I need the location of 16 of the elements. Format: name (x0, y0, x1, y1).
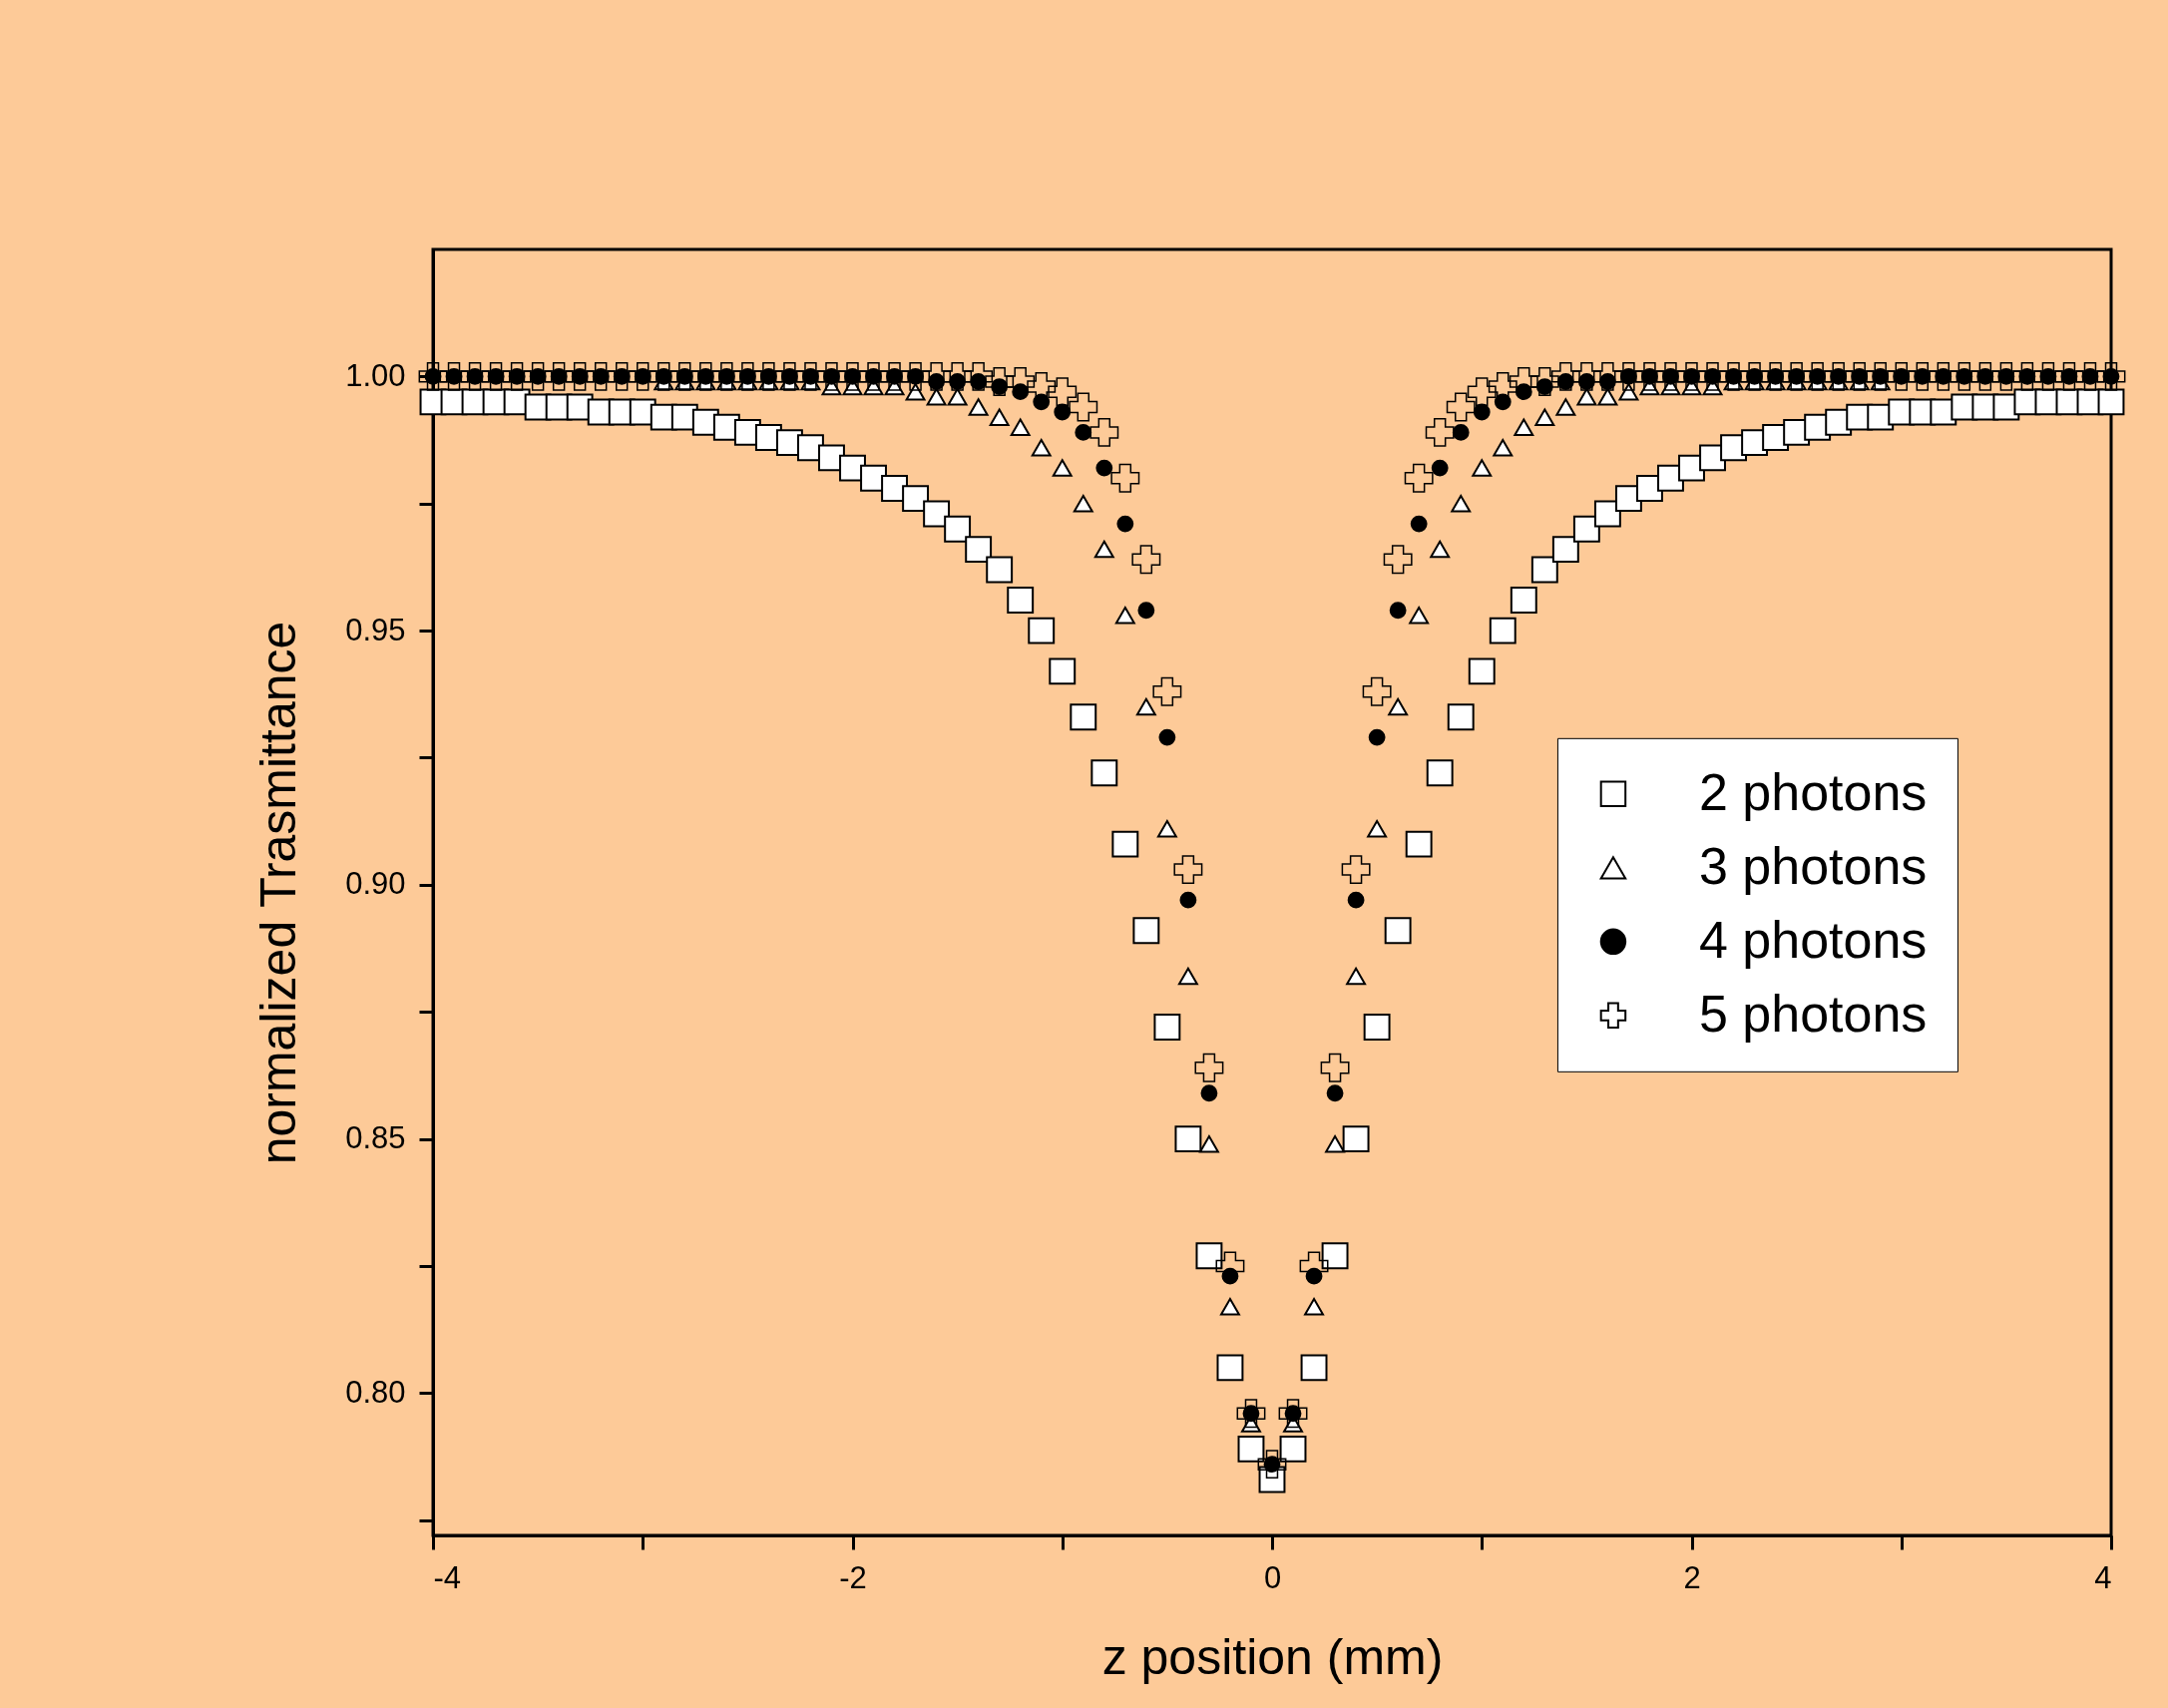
y-tick-label: 0.85 (345, 1120, 406, 1156)
x-tick-label: 2 (1683, 1559, 1701, 1595)
x-axis-title: z position (mm) (1101, 1628, 1444, 1685)
legend-label: 2 photons (1698, 762, 1928, 821)
y-tick-label: 0.80 (345, 1374, 406, 1410)
x-tick-label: -4 (433, 1559, 462, 1595)
legend-label: 3 photons (1698, 836, 1928, 895)
y-axis-title: normalized Trasmittance (250, 621, 307, 1165)
legend-label: 5 photons (1698, 984, 1928, 1043)
y-tick-label: 0.90 (345, 866, 406, 902)
x-tick-label: -2 (839, 1559, 867, 1595)
legend-label: 4 photons (1698, 910, 1928, 969)
x-tick-label: 0 (1263, 1559, 1282, 1595)
x-tick-label: 4 (2094, 1559, 2112, 1595)
y-tick-label: 0.95 (345, 612, 406, 647)
y-tick-label: 1.00 (345, 357, 406, 393)
